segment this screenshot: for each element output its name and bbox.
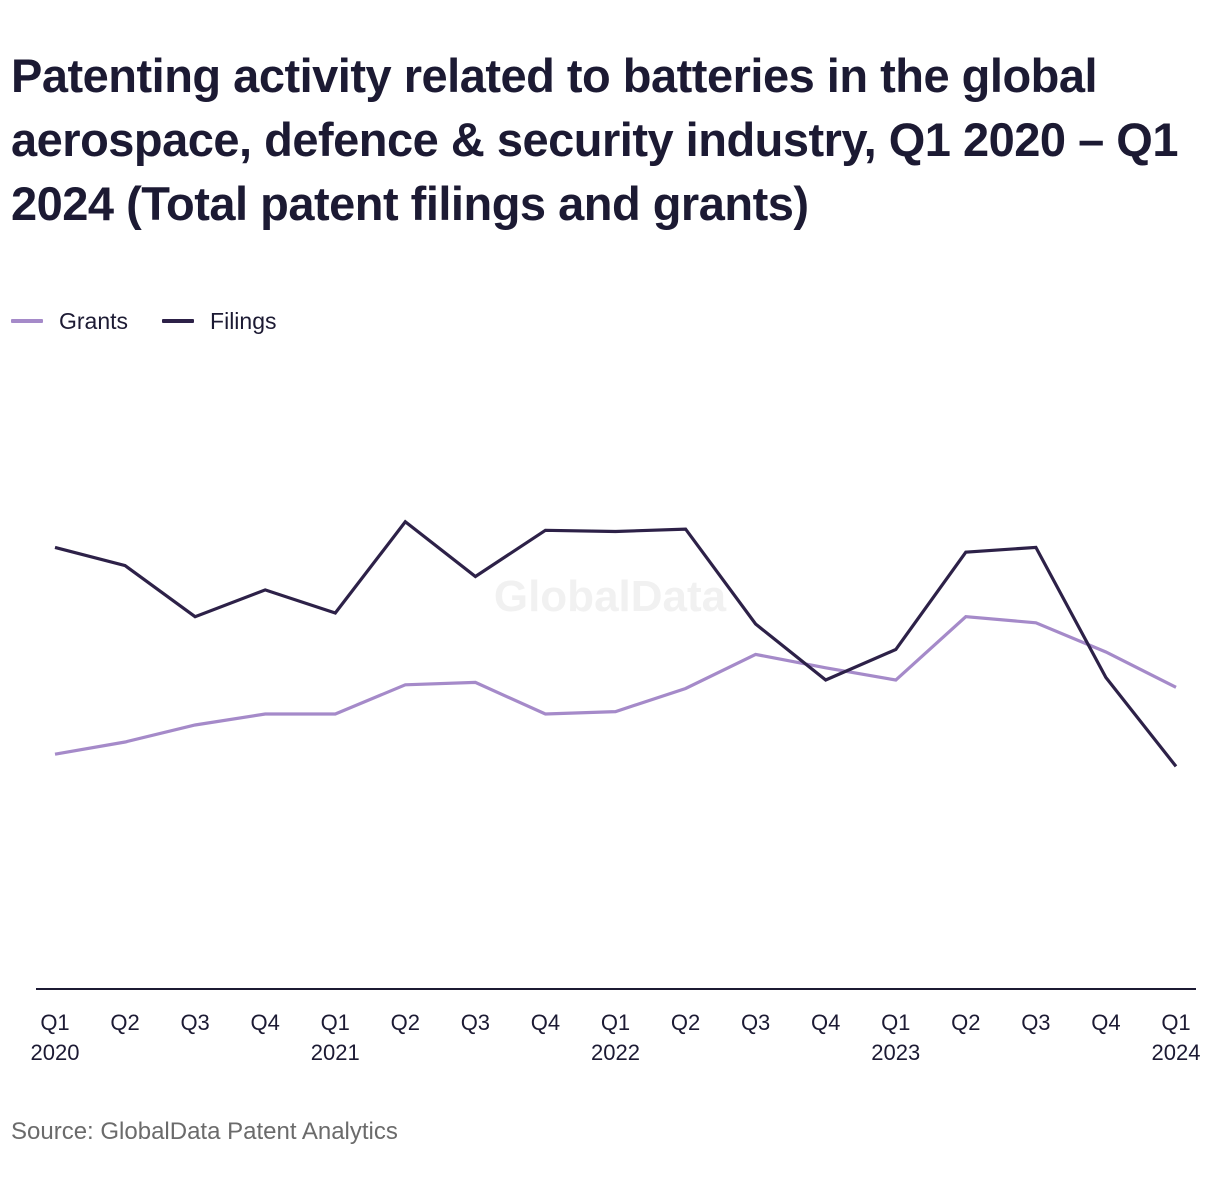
x-tick-year-label: 2022 bbox=[591, 1040, 640, 1065]
chart-title: Patenting activity related to batteries … bbox=[11, 49, 1178, 230]
series-layer bbox=[54, 519, 1178, 768]
legend-swatch-filings bbox=[162, 319, 195, 323]
series-line-filings bbox=[54, 519, 1178, 768]
x-tick-label: Q1 bbox=[881, 1010, 910, 1035]
x-tick-label: Q3 bbox=[741, 1010, 770, 1035]
x-tick-label: Q2 bbox=[671, 1010, 700, 1035]
legend-label-filings: Filings bbox=[210, 307, 277, 334]
legend-swatch-grants bbox=[11, 319, 43, 323]
x-tick-year-label: 2021 bbox=[311, 1040, 360, 1065]
x-tick-label: Q2 bbox=[391, 1010, 420, 1035]
x-tick-label: Q3 bbox=[461, 1010, 490, 1035]
x-tick-year-label: 2020 bbox=[31, 1040, 80, 1065]
x-tick-label: Q4 bbox=[1091, 1010, 1120, 1035]
x-tick-label: Q3 bbox=[180, 1010, 209, 1035]
x-tick-label: Q1 bbox=[40, 1010, 69, 1035]
x-tick-label: Q2 bbox=[110, 1010, 139, 1035]
x-tick-label: Q1 bbox=[1161, 1010, 1190, 1035]
chart-legend: Grants Filings bbox=[11, 306, 311, 336]
x-tick-label: Q3 bbox=[1021, 1010, 1050, 1035]
series-line-grants bbox=[54, 615, 1177, 756]
x-tick-label: Q1 bbox=[321, 1010, 350, 1035]
x-tick-year-label: 2023 bbox=[871, 1040, 920, 1065]
x-tick-year-label: 2024 bbox=[1152, 1040, 1201, 1065]
line-chart: GlobalData Q1 2020 Q2 Q3 Q4 Q1 2021 Q2 Q3 Q4 Q1 202… bbox=[31, 519, 1201, 1065]
source-note: Source: GlobalData Patent Analytics bbox=[11, 1118, 398, 1145]
x-tick-label: Q2 bbox=[951, 1010, 980, 1035]
x-tick-label: Q4 bbox=[251, 1010, 280, 1035]
legend-item-filings: Filings bbox=[162, 307, 277, 335]
x-tick-label: Q1 bbox=[601, 1010, 630, 1035]
legend-label-grants: Grants bbox=[59, 307, 129, 334]
legend-item-grants: Grants bbox=[11, 308, 128, 335]
x-tick-label: Q4 bbox=[531, 1010, 560, 1035]
watermark: GlobalData bbox=[494, 572, 727, 621]
x-axis-ticks: Q1 2020 Q2 Q3 Q4 Q1 2021 Q2 Q3 Q4 Q1 2022 Q2 Q3 Q4 Q1 20… bbox=[31, 1010, 1201, 1065]
x-tick-label: Q4 bbox=[811, 1010, 840, 1035]
